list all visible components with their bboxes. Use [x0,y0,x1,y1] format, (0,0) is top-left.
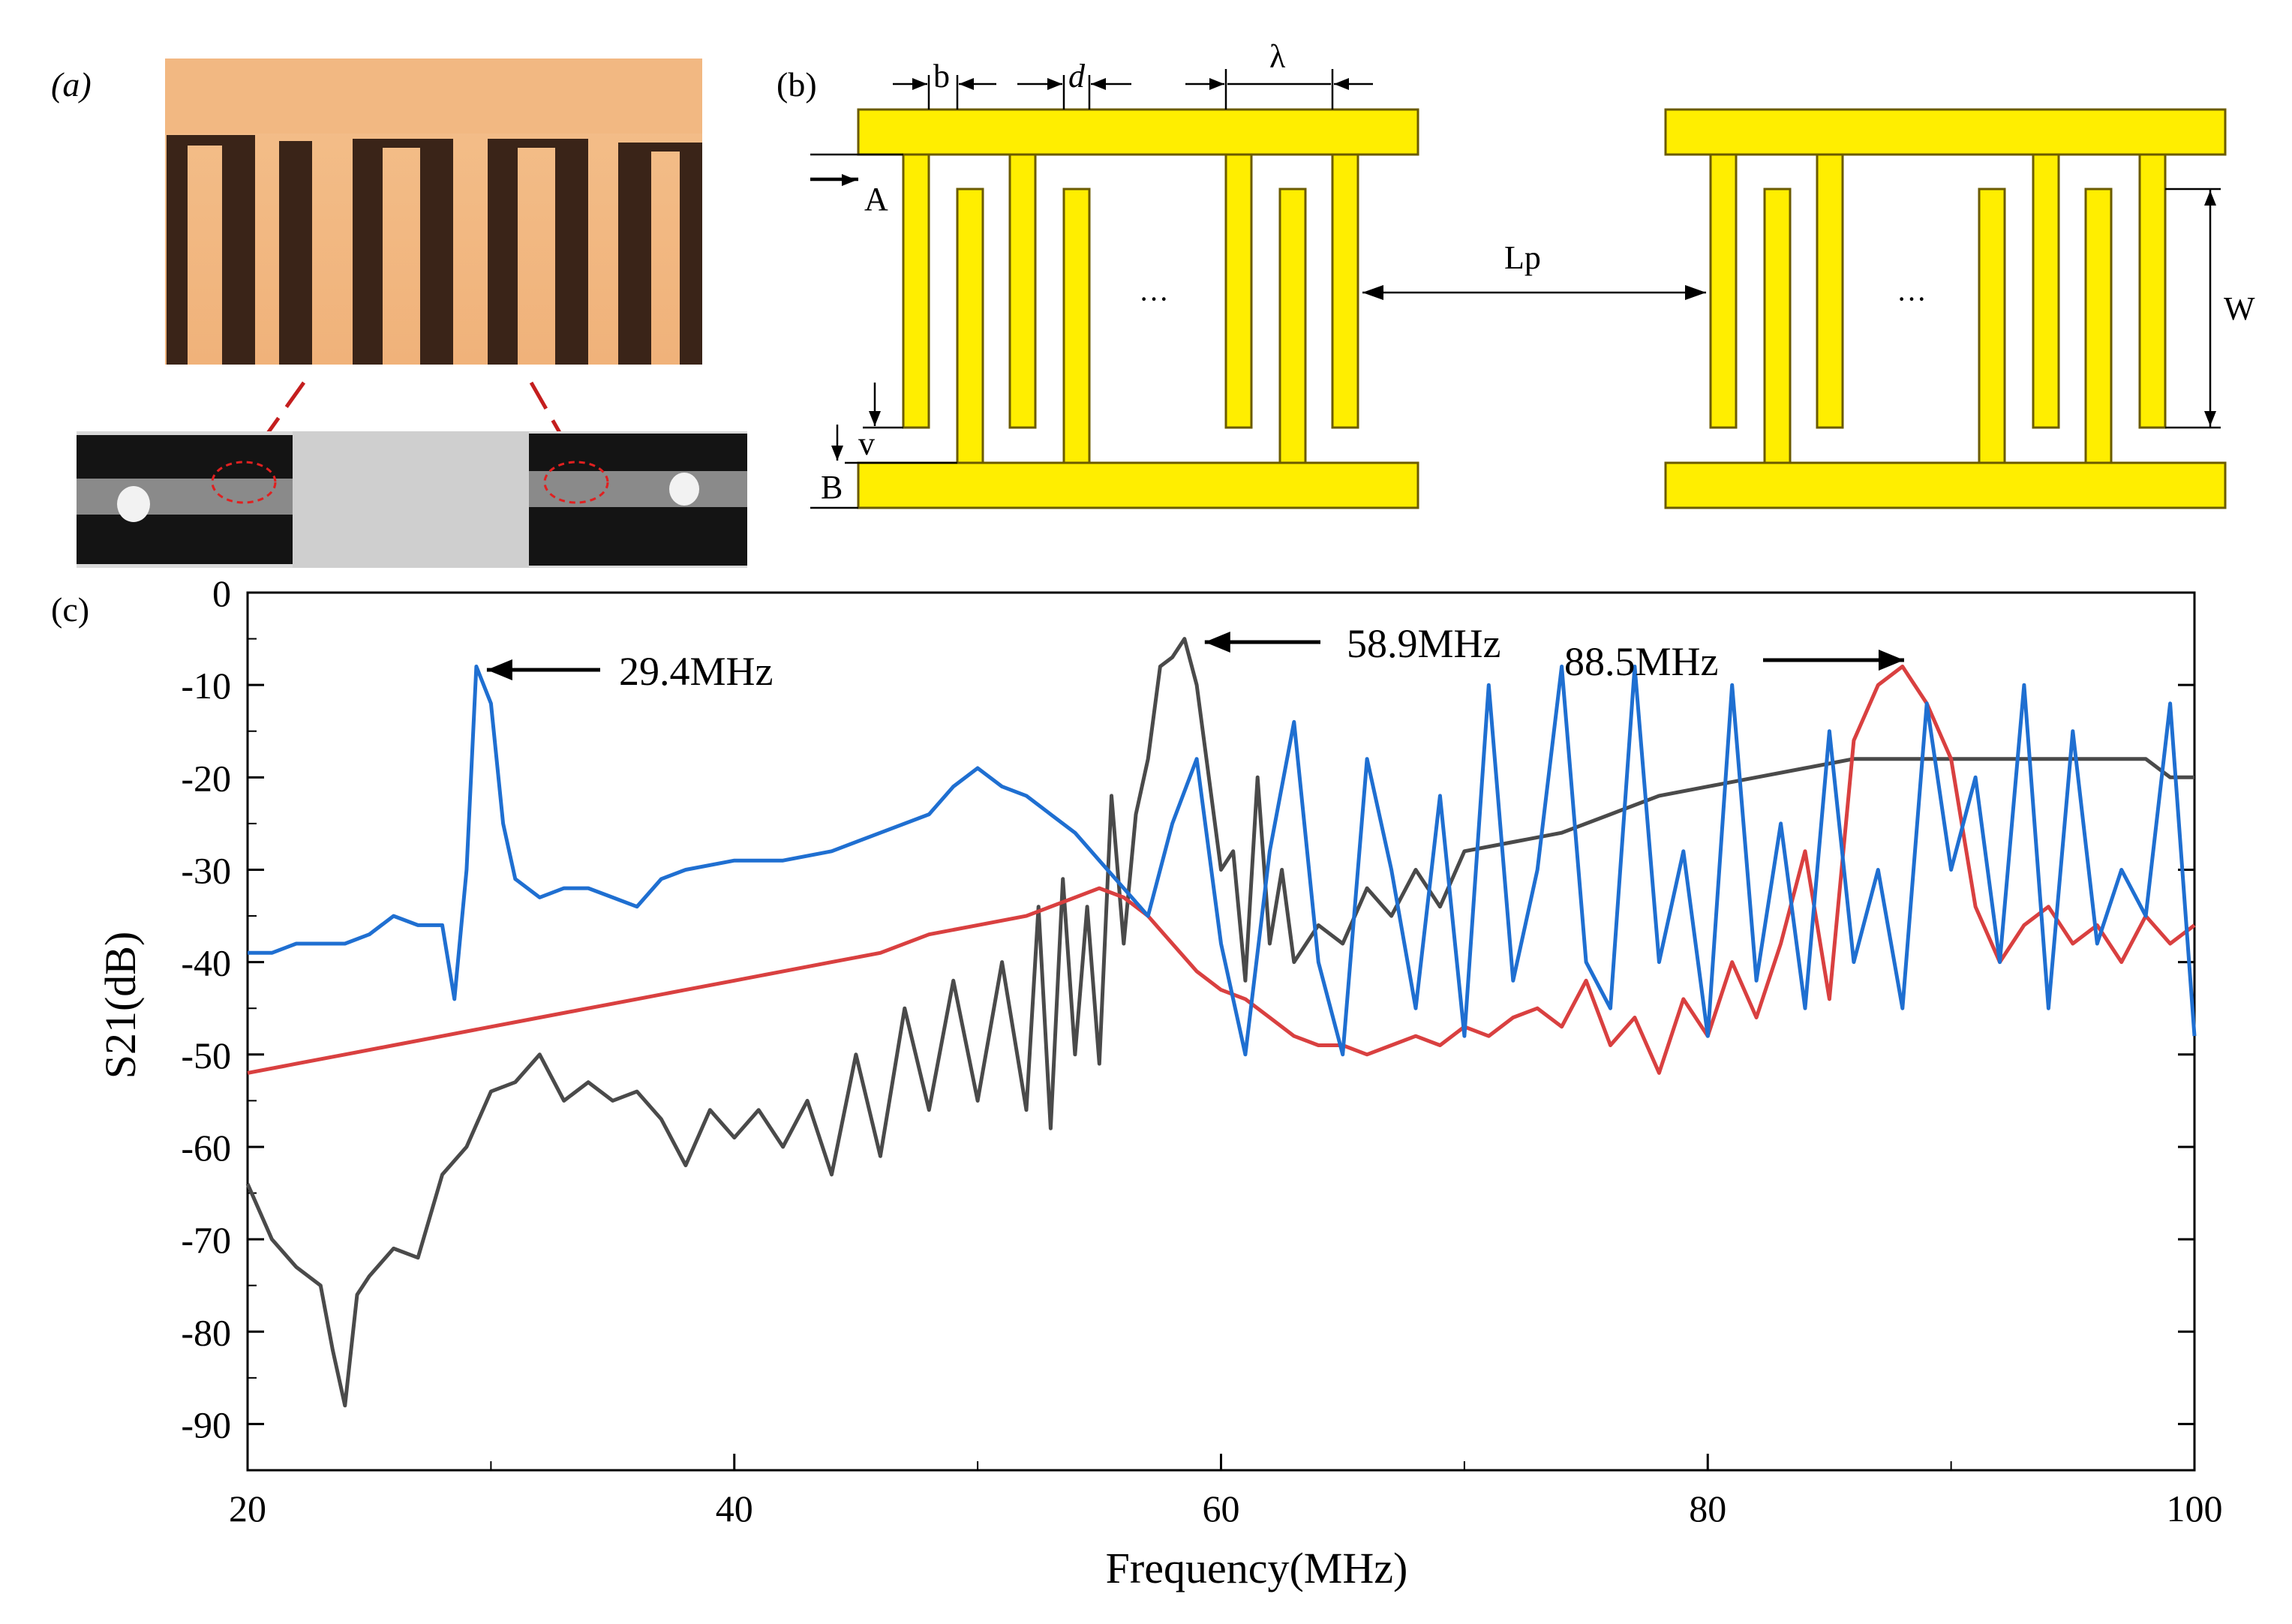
ellipsis-left: ··· [1139,282,1169,316]
micrograph-image [165,59,702,365]
y-tick-label: 0 [212,572,231,614]
y-tick-label: -70 [181,1219,231,1261]
annotation-label: 29.4MHz [619,649,773,694]
highlight-ellipse-right [543,461,609,504]
plot-frame [246,591,2196,1472]
annotation-arrowhead [1204,632,1230,653]
y-tick-label: -90 [181,1403,231,1445]
dim-label-W: W [2224,290,2255,327]
x-tick-label: 80 [1689,1487,1726,1529]
dim-label-d: d [1068,58,1086,95]
y-tick-label: -60 [181,1127,231,1169]
panel-c-label: (c) [51,590,90,629]
annotation-label: 58.9MHz [1347,621,1500,666]
dim-label-v: v [858,425,875,462]
dim-label-B: B [821,469,843,506]
series-line-blue [248,665,2197,1057]
x-tick-label: 20 [229,1487,266,1529]
annotation-arrowhead [1878,650,1904,671]
dimension-arrowheads [831,78,2216,461]
y-tick-label: -40 [181,942,231,984]
dim-label-Lp: Lp [1504,239,1541,276]
series-line-gray [245,637,2194,1408]
series-line-red [247,665,2196,1075]
annotation-arrowhead [486,659,512,680]
dim-label-A: A [864,181,888,218]
y-tick-label: -80 [181,1311,231,1353]
idt-left [857,108,1419,509]
y-tick-label: -10 [181,665,231,707]
dim-label-b: b [933,58,950,95]
panel-a-photos [77,59,747,568]
idt-right [1664,108,2227,509]
ellipsis-right: ··· [1897,282,1927,316]
connector-line-left [245,381,306,463]
annotation-label: 88.5MHz [1564,639,1718,684]
x-axis-label: Frequency(MHz) [1106,1544,1408,1592]
dim-label-lambda: λ [1269,38,1286,75]
highlight-ellipse-left [211,461,277,504]
y-tick-label: -50 [181,1034,231,1076]
y-tick-label: -20 [181,757,231,799]
x-tick-label: 100 [2167,1487,2223,1529]
panel-b-label: (b) [777,65,817,104]
panel-b-schematic: ··· ··· [810,38,2255,509]
x-tick-label: 40 [716,1487,753,1529]
panel-a-label: (a) [51,65,92,104]
device-photo [77,431,747,568]
y-axis-label: S21(dB) [96,932,145,1079]
x-tick-label: 60 [1203,1487,1240,1529]
y-tick-label: -30 [181,849,231,891]
